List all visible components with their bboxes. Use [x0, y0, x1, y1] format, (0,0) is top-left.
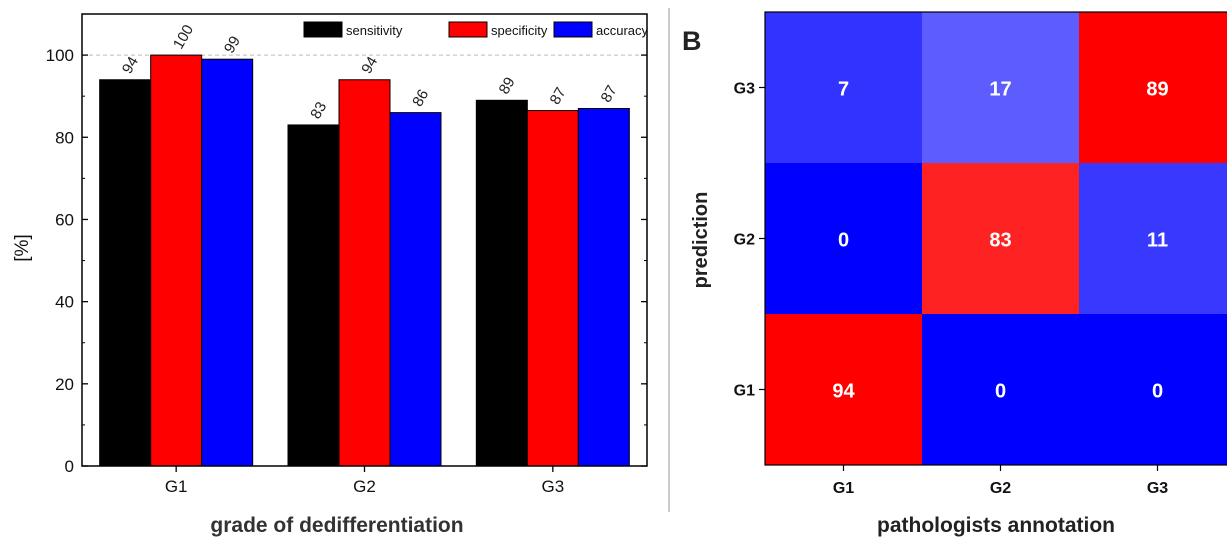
bar-data-label: 100	[170, 22, 197, 52]
heatmap-cell-G1-G2	[765, 163, 922, 314]
legend-swatch-sensitivity	[303, 21, 343, 38]
bar-specificity-G1	[150, 54, 203, 467]
bar-specificity-G2	[338, 79, 391, 467]
bar-specificity-G3	[526, 110, 579, 467]
bar-accuracy-G2	[389, 112, 442, 467]
heatmap-cell-G2-G2	[922, 163, 1079, 314]
bar-y-axis-label: [%]	[12, 234, 33, 261]
heatmap-y-tick-label: G1	[734, 383, 755, 400]
bar-accuracy-G3	[577, 108, 630, 467]
heatmap-x-axis: G1 G2 G3	[833, 465, 1168, 497]
bar-y-axis: 0 20 40 60 80 100	[46, 46, 647, 476]
bar-data-label: 86	[409, 87, 432, 110]
bar-accuracy-G1	[201, 58, 254, 467]
legend-label-specificity: specificity	[491, 23, 548, 38]
heatmap-panel: B 7 17 89 0 83 11 94 0 0 G1 G2 G3 G1 G2 G3 predictio…	[682, 11, 1227, 537]
heatmap-cell-value: 83	[989, 230, 1011, 252]
heatmap-cell-G2-G3	[922, 12, 1079, 163]
bar-y-tick-label: 80	[55, 128, 74, 147]
bar-legend: sensitivity specificity accuracy	[303, 21, 649, 38]
heatmap-y-tick-label: G3	[734, 81, 755, 98]
heatmap-x-tick-label: G1	[833, 480, 854, 497]
heatmap-cell-G2-G1	[922, 314, 1079, 465]
bar-marks	[99, 54, 630, 467]
bar-sensitivity-G2	[287, 124, 340, 467]
heatmap-cell-G3-G1	[1079, 314, 1227, 465]
bar-x-tick-label: G2	[353, 477, 376, 496]
heatmap-y-axis-label: prediction	[690, 192, 712, 289]
bar-sensitivity-G3	[475, 99, 528, 467]
bar-y-tick-label: 20	[55, 375, 74, 394]
heatmap-y-axis: G1 G2 G3	[734, 81, 765, 400]
heatmap-cells	[764, 11, 1227, 466]
legend-label-accuracy: accuracy	[596, 23, 649, 38]
heatmap-values: 7 17 89 0 83 11 94 0 0	[832, 79, 1168, 403]
bar-data-label: 94	[119, 54, 142, 77]
bar-sensitivity-G1	[99, 79, 152, 467]
bar-data-label: 94	[358, 54, 381, 77]
bar-y-tick-label: 40	[55, 293, 74, 312]
legend-label-sensitivity: sensitivity	[346, 23, 403, 38]
heatmap-cell-value: 11	[1147, 230, 1168, 252]
legend-swatch-accuracy	[553, 21, 593, 38]
heatmap-x-tick-label: G2	[990, 480, 1011, 497]
bar-y-tick-label: 60	[55, 210, 74, 229]
bar-x-tick-label: G3	[541, 477, 564, 496]
panel-label-b: B	[682, 26, 702, 56]
bar-data-label: 89	[496, 74, 519, 97]
bar-data-label: 87	[547, 85, 570, 108]
heatmap-x-tick-label: G3	[1147, 480, 1168, 497]
heatmap-cell-value: 7	[838, 79, 849, 101]
heatmap-cell-G3-G3	[1079, 12, 1227, 163]
bar-data-label: 83	[307, 99, 330, 122]
bar-y-tick-label: 100	[46, 46, 74, 65]
heatmap-cell-value: 0	[838, 230, 849, 252]
bar-data-label: 87	[598, 83, 621, 106]
legend-swatch-specificity	[448, 21, 488, 38]
bar-y-tick-label: 0	[65, 457, 74, 476]
heatmap-cell-G3-G2	[1079, 163, 1227, 314]
bar-x-axis-label: grade of dedifferentiation	[210, 514, 463, 537]
bar-x-axis: G1 G2 G3	[165, 466, 564, 496]
bar-x-tick-label: G1	[165, 477, 188, 496]
heatmap-cell-value: 89	[1146, 79, 1168, 101]
heatmap-y-tick-label: G2	[734, 232, 755, 249]
heatmap-cell-value: 17	[989, 79, 1011, 101]
heatmap-cell-G1-G1	[765, 314, 922, 465]
heatmap-cell-G1-G3	[765, 12, 922, 163]
heatmap-x-axis-label: pathologists annotation	[877, 514, 1115, 537]
heatmap-cell-value: 0	[995, 381, 1006, 403]
heatmap-cell-value: 0	[1152, 381, 1163, 403]
bar-data-label: 99	[221, 33, 244, 56]
heatmap-cell-value: 94	[832, 381, 855, 403]
